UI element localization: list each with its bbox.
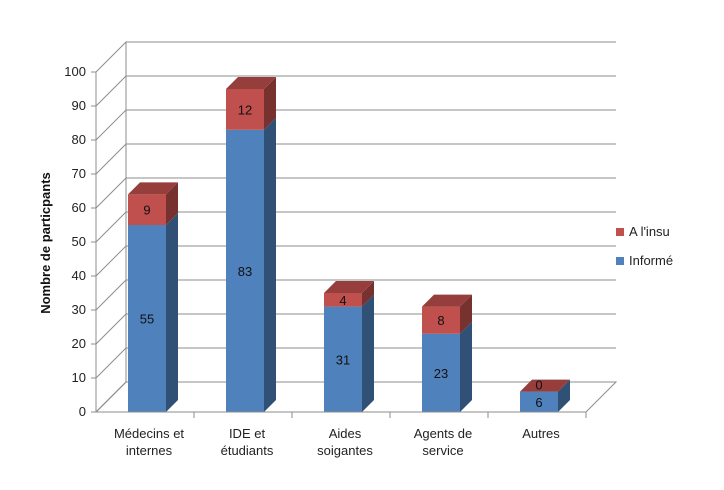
bar-top — [520, 379, 570, 392]
y-axis: 0 10 20 30 40 50 60 70 80 90 100 — [64, 64, 97, 419]
legend-swatch — [616, 228, 624, 236]
gridline — [95, 143, 616, 175]
bar-top — [226, 77, 276, 89]
x-tick-label-line: Médecins et — [114, 426, 184, 441]
bar-top — [128, 182, 178, 195]
bar-side — [166, 182, 178, 225]
data-label: 6 — [535, 395, 542, 410]
y-tick-label: 30 — [72, 302, 86, 317]
data-label: 0 — [535, 378, 542, 393]
bar-segment: 23 — [422, 321, 472, 412]
gridline — [95, 211, 616, 243]
bar-front — [324, 306, 362, 412]
legend-item: Informé — [616, 253, 673, 268]
x-tick-label: IDE et étudiants — [221, 426, 274, 458]
y-tick-label: 50 — [72, 234, 86, 249]
bar-side — [264, 117, 276, 413]
x-tick-label: Autres — [522, 426, 560, 441]
gridline — [95, 41, 616, 73]
y-tick-label: 100 — [64, 64, 86, 79]
x-tick-label: Aides soigantes — [317, 426, 373, 458]
bar-segment: 4 — [324, 281, 374, 308]
y-tick-label: 60 — [72, 200, 86, 215]
bar-front — [422, 306, 460, 334]
bar-segment: 6 — [520, 379, 570, 412]
y-tick-label: 20 — [72, 336, 86, 351]
bars: 55 9 83 12 31 4 23 8 6 0 — [128, 77, 570, 413]
x-tick-label-line: IDE et — [229, 426, 266, 441]
x-tick-label-line: Aides — [329, 426, 362, 441]
gridline — [95, 279, 616, 311]
data-label: 83 — [238, 264, 252, 279]
gridline — [95, 109, 616, 141]
bar-side — [558, 379, 570, 412]
bar-side — [264, 77, 276, 130]
x-tick-label-line: Autres — [522, 426, 560, 441]
bar-segment: 83 — [226, 117, 276, 413]
data-label: 23 — [434, 366, 448, 381]
data-label: 12 — [238, 102, 252, 117]
y-tick-label: 40 — [72, 268, 86, 283]
legend: A l'insu Informé — [616, 224, 673, 268]
bar-segment: 8 — [422, 294, 472, 334]
gridline — [95, 177, 616, 209]
gridline — [95, 245, 616, 277]
data-label: 55 — [140, 312, 154, 327]
bar-front — [226, 89, 264, 130]
bar-segment: 31 — [324, 294, 374, 412]
bar-front — [422, 333, 460, 412]
data-label: 31 — [336, 352, 350, 367]
bar-side — [362, 281, 374, 307]
bar-segment: 55 — [128, 213, 178, 412]
bar-side — [362, 294, 374, 412]
data-label: 8 — [437, 313, 444, 328]
bar-front — [128, 225, 166, 412]
bar-top — [422, 294, 472, 307]
bar-segment: 9 — [128, 182, 178, 225]
x-tick-label-line: Agents de — [414, 426, 473, 441]
gridlines — [95, 41, 616, 413]
data-label: 4 — [339, 293, 346, 308]
bar-front — [128, 194, 166, 225]
y-tick-label: 90 — [72, 98, 86, 113]
bar-segment: 0 — [520, 378, 570, 393]
x-tick-label: Médecins et internes — [114, 426, 184, 458]
bar-side — [460, 294, 472, 334]
data-label: 9 — [143, 203, 150, 218]
x-tick-label-line: service — [422, 443, 463, 458]
x-tick-label: Agents de service — [414, 426, 473, 458]
x-tick-label-line: internes — [126, 443, 173, 458]
x-tick-label-line: étudiants — [221, 443, 274, 458]
y-tick-label: 10 — [72, 370, 86, 385]
bar-front — [226, 129, 264, 413]
bar-side — [460, 321, 472, 412]
legend-item: A l'insu — [616, 224, 670, 239]
x-axis: Médecins et internes IDE et étudiants Aides s… — [96, 411, 587, 458]
bar-segment: 12 — [226, 77, 276, 130]
y-axis-title: Nombre de particpants — [38, 172, 53, 314]
bar-top — [324, 281, 374, 293]
legend-label: A l'insu — [629, 224, 670, 239]
y-tick-label: 80 — [72, 132, 86, 147]
legend-swatch — [616, 257, 624, 265]
y-tick-label: 70 — [72, 166, 86, 181]
bar-front — [520, 391, 558, 412]
y-tick-label: 0 — [79, 404, 86, 419]
bar-side — [166, 213, 178, 412]
legend-label: Informé — [629, 253, 673, 268]
gridline — [95, 75, 616, 107]
bar-front — [324, 293, 362, 307]
x-tick-label-line: soigantes — [317, 443, 373, 458]
